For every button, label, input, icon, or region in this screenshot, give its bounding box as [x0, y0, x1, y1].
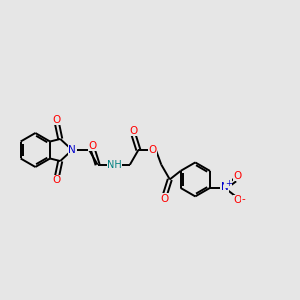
- Text: O: O: [149, 145, 157, 155]
- Text: O: O: [53, 175, 61, 185]
- Text: O: O: [53, 115, 61, 125]
- Text: +: +: [225, 179, 232, 188]
- Text: N: N: [68, 145, 76, 155]
- Text: O: O: [233, 170, 242, 181]
- Text: O: O: [233, 195, 242, 205]
- Text: O: O: [160, 194, 169, 204]
- Text: O: O: [129, 126, 137, 136]
- Text: N: N: [220, 182, 228, 192]
- Text: NH: NH: [107, 160, 122, 170]
- Text: -: -: [242, 194, 245, 204]
- Text: O: O: [88, 140, 97, 151]
